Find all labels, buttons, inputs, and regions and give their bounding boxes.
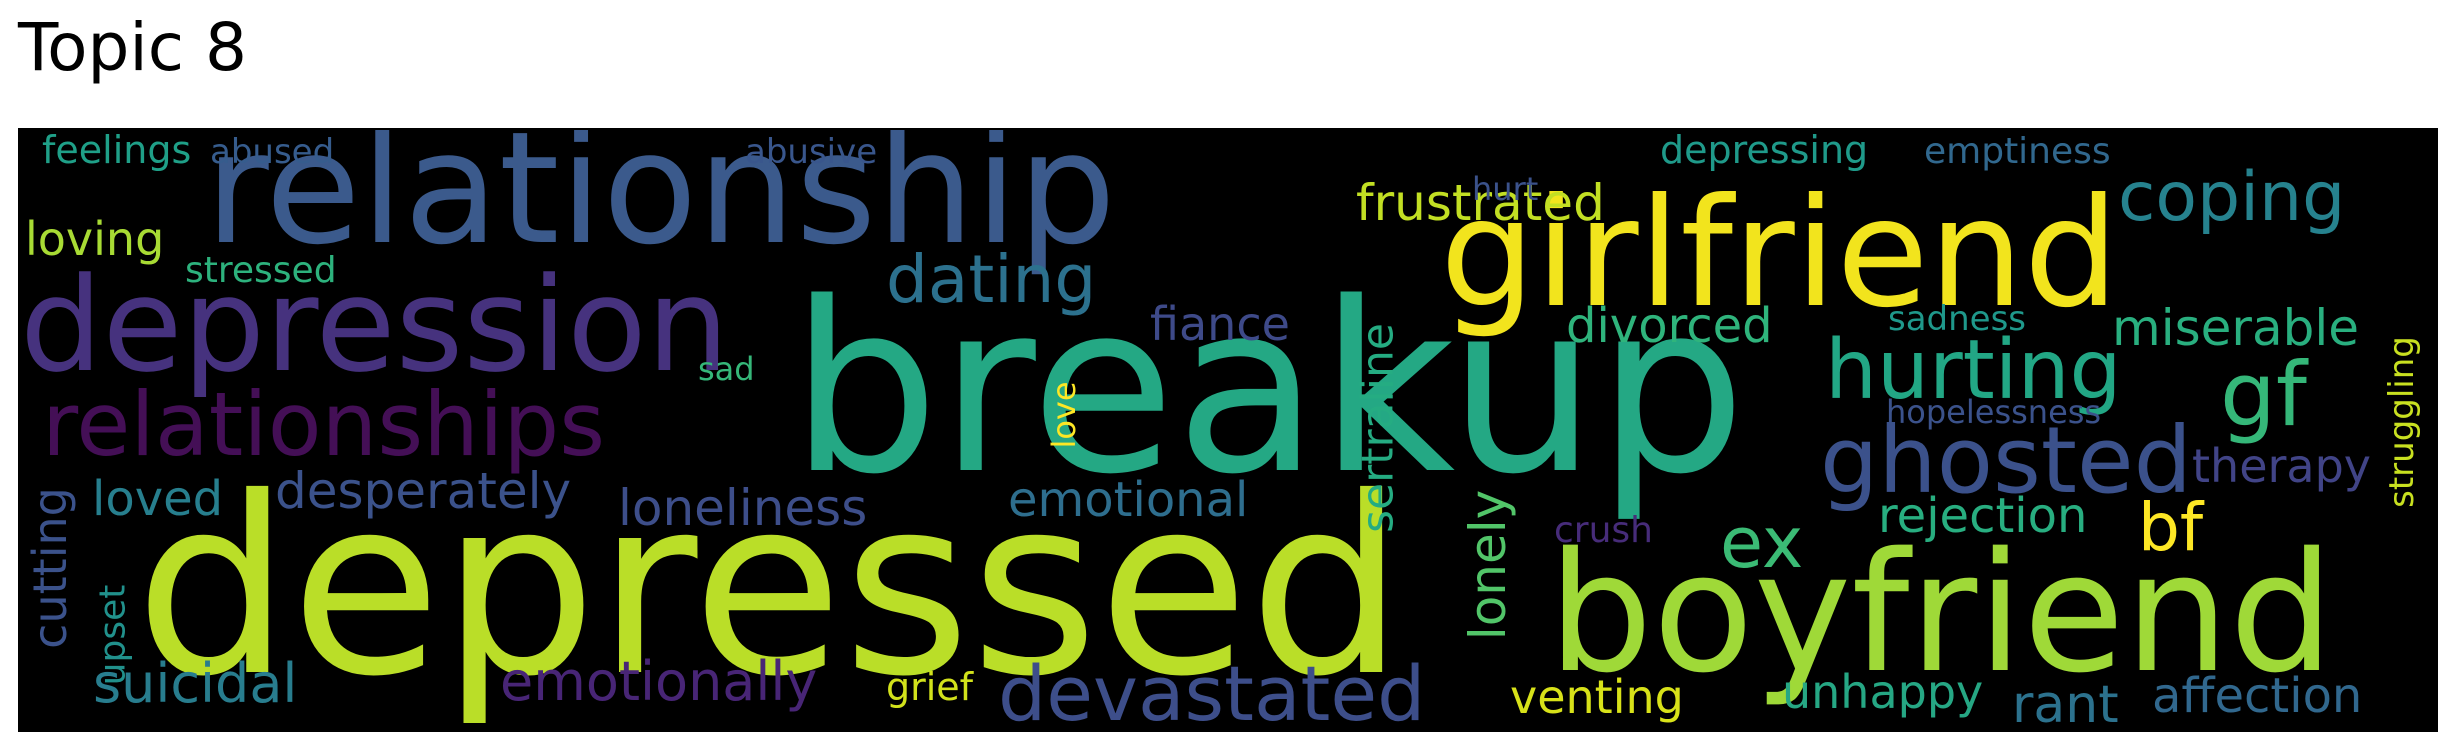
cloud-word-emotionally: emotionally [500,650,817,713]
cloud-word-upset: upset [93,585,134,686]
cloud-word-affection: affection [2152,668,2362,724]
cloud-word-bf: bf [2138,489,2205,566]
cloud-word-breakup: breakup [790,253,1746,526]
cloud-word-ex: ex [1720,502,1803,584]
cloud-word-loved: loved [92,471,223,527]
cloud-word-struggling: struggling [2382,336,2422,508]
cloud-word-therapy: therapy [2192,439,2371,493]
cloud-word-lonely: lonely [1459,490,1517,640]
cloud-word-gf: gf [2220,343,2309,446]
cloud-word-hopelessness: hopelessness [1886,393,2101,431]
cloud-word-divorced: divorced [1566,298,1773,354]
cloud-word-venting: venting [1510,670,1684,724]
cloud-word-emptiness: emptiness [1924,131,2111,172]
cloud-word-sertraline: sertraline [1353,323,1404,533]
cloud-word-love: love [1045,381,1083,448]
cloud-word-frustrated: frustrated [1356,174,1605,232]
cloud-word-feelings: feelings [42,130,191,172]
page-title: Topic 8 [18,9,247,86]
cloud-word-dating: dating [886,241,1096,318]
cloud-word-rejection: rejection [1878,488,2087,544]
cloud-word-coping: coping [2118,158,2345,237]
cloud-word-depression: depression [20,249,729,401]
cloud-word-loneliness: loneliness [618,479,867,537]
cloud-word-loving: loving [25,212,164,266]
cloud-word-miserable: miserable [2112,299,2359,357]
cloud-word-sadness: sadness [1888,299,2026,339]
cloud-word-stressed: stressed [185,250,337,291]
cloud-word-rant: rant [2012,675,2119,730]
cloud-word-depressing: depressing [1660,130,1868,172]
cloud-word-fiance: fiance [1150,297,1290,351]
cloud-word-grief: grief [886,665,975,709]
cloud-word-relationship: relationship [205,130,1116,279]
cloud-word-hurting: hurting [1825,323,2122,418]
word-cloud: breakup depressed relationship girlfriend bo… [18,128,2438,732]
cloud-word-crush: crush [1554,510,1653,551]
cloud-word-cutting: cutting [23,487,77,649]
cloud-word-girlfriend: girlfriend [1440,167,2119,341]
cloud-word-ghosted: ghosted [1820,407,2192,514]
cloud-word-sad: sad [698,350,755,388]
cloud-word-boyfriend: boyfriend [1548,517,2334,709]
cloud-word-desperately: desperately [275,462,571,520]
cloud-word-abusive: abusive [745,132,877,172]
cloud-word-suicidal: suicidal [93,652,297,715]
cloud-word-abused: abused [210,132,334,172]
cloud-word-devastated: devastated [998,649,1425,730]
cloud-word-emotional: emotional [1008,472,1248,528]
cloud-word-unhappy: unhappy [1782,665,1983,719]
cloud-word-hurt: hurt [1472,170,1538,208]
cloud-word-depressed: depressed [135,445,1404,730]
cloud-word-relationships: relationships [42,373,605,476]
